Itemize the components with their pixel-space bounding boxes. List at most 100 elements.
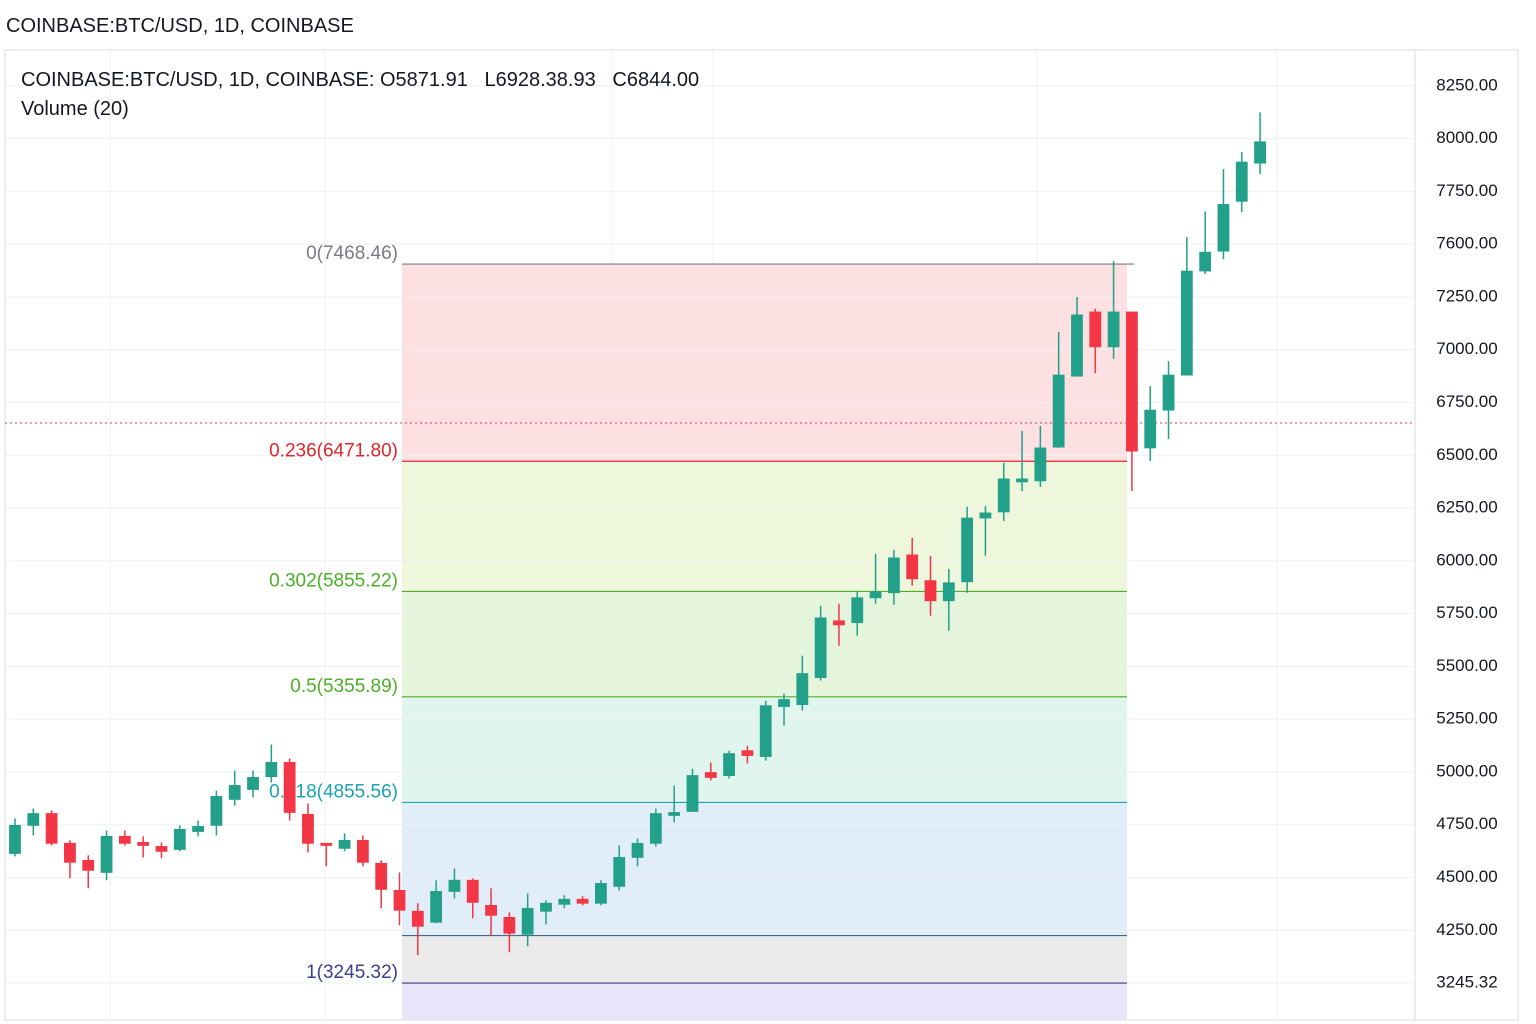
candle-body	[338, 839, 351, 849]
candle-body	[320, 842, 333, 846]
y-tick-label: 6500.00	[1436, 445, 1497, 464]
candle-body	[887, 557, 900, 594]
candle-body	[833, 620, 845, 626]
candle-body	[778, 699, 790, 707]
candle-body	[283, 762, 296, 813]
candle-body	[430, 891, 443, 923]
candle-body	[613, 857, 626, 887]
candle-body	[1144, 409, 1157, 449]
candle-body	[1052, 374, 1065, 448]
y-tick-label: 5250.00	[1436, 709, 1497, 728]
candle-body	[1107, 311, 1120, 348]
candle-body	[302, 813, 314, 844]
candle-body	[906, 554, 919, 580]
candle-body	[64, 842, 76, 863]
candle-body	[686, 775, 699, 812]
candle-body	[1162, 374, 1175, 411]
candle-body	[1199, 251, 1212, 272]
candle-body	[1254, 141, 1266, 164]
candle-body	[45, 813, 58, 844]
candle-body	[1034, 447, 1047, 482]
candle-body	[631, 842, 644, 858]
candle-body	[723, 753, 735, 776]
y-tick-label: 4750.00	[1436, 814, 1497, 833]
candle-body	[595, 883, 607, 904]
candle-body	[668, 812, 681, 816]
candle-body	[137, 842, 150, 846]
y-tick-label: 8250.00	[1436, 75, 1497, 94]
candle-body	[356, 839, 369, 863]
candle-body	[228, 785, 241, 800]
candle-body	[1089, 311, 1102, 348]
fib-zone	[402, 591, 1127, 697]
y-tick-label: 4250.00	[1436, 920, 1497, 939]
candle-body	[869, 591, 882, 599]
fib-zone	[402, 983, 1127, 1020]
candle-body	[924, 580, 937, 602]
y-tick-label: 6000.00	[1436, 550, 1497, 569]
candle-body	[503, 917, 516, 934]
page-title: COINBASE:BTC/USD, 1D, COINBASE	[6, 15, 354, 37]
candle-body	[961, 517, 974, 583]
y-tick-label: 6250.00	[1436, 498, 1497, 517]
y-tick-label: 7000.00	[1436, 339, 1497, 358]
candle-body	[247, 777, 259, 790]
fib-label: 0.302(5855.22)	[269, 570, 398, 591]
candle-body	[997, 478, 1010, 513]
fib-label: 0.236(6471.80)	[269, 440, 398, 461]
y-tick-label: 3245.32	[1436, 973, 1497, 992]
y-tick-label: 7250.00	[1436, 286, 1497, 305]
candle-body	[265, 762, 278, 778]
candle-body	[82, 860, 95, 871]
candle-body	[485, 904, 497, 916]
fib-zone	[402, 935, 1127, 984]
fib-label: 0.618(4855.56)	[269, 781, 398, 802]
candle-body	[814, 617, 827, 678]
candle-body	[411, 910, 424, 927]
volume-label: Volume (20)	[21, 98, 129, 120]
candle-body	[851, 597, 864, 624]
candle-body	[1016, 478, 1028, 483]
candle-body	[155, 846, 168, 852]
candle-body	[521, 907, 534, 935]
candle-body	[796, 673, 809, 706]
candle-body	[704, 772, 717, 778]
fib-label: 1(3245.32)	[306, 962, 398, 983]
candle-body	[540, 902, 552, 912]
y-tick-label: 5750.00	[1436, 603, 1497, 622]
candle-body	[100, 835, 113, 873]
fib-label: 0(7468.46)	[306, 243, 398, 264]
y-tick-label: 5000.00	[1436, 761, 1497, 780]
fib-label: 0.5(5355.89)	[290, 676, 398, 697]
candle-body	[393, 889, 406, 911]
candle-body	[558, 898, 571, 905]
y-tick-label: 6750.00	[1436, 392, 1497, 411]
candle-body	[1126, 311, 1138, 452]
candle-body	[173, 828, 186, 850]
fib-zone	[402, 264, 1127, 462]
fib-zone	[402, 802, 1127, 936]
candle-body	[118, 835, 131, 844]
y-tick-label: 7600.00	[1436, 234, 1497, 253]
y-tick-label: 7750.00	[1436, 181, 1497, 200]
candle-body	[759, 705, 772, 757]
candle-body	[466, 879, 479, 903]
candle-body	[1235, 161, 1248, 202]
candle-body	[1217, 204, 1230, 252]
candle-body	[942, 582, 955, 602]
legend-line: COINBASE:BTC/USD, 1D, COINBASE: O5871.91…	[21, 69, 700, 91]
candle-body	[210, 796, 223, 826]
y-tick-label: 8000.00	[1436, 128, 1497, 147]
candle-body	[649, 813, 662, 844]
candle-body	[1071, 314, 1083, 377]
y-tick-label: 4500.00	[1436, 867, 1497, 886]
candle-body	[1180, 270, 1193, 376]
candle-body	[27, 813, 40, 826]
candle-body	[192, 826, 205, 832]
candle-body	[576, 898, 589, 904]
candle-body	[9, 824, 21, 854]
candle-body	[448, 879, 461, 892]
y-tick-label: 5500.00	[1436, 656, 1497, 675]
